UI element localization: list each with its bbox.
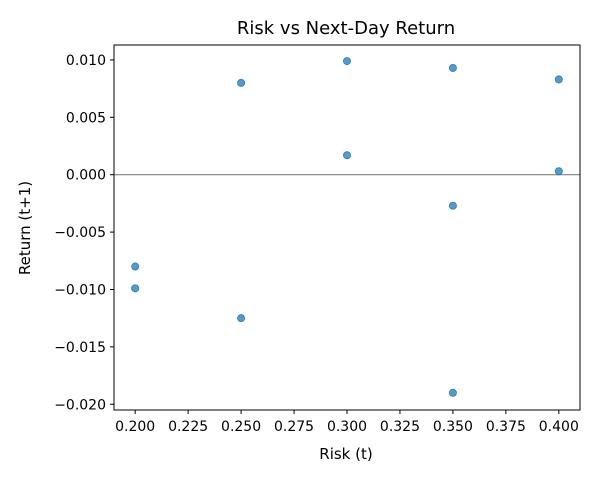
y-tick-label: 0.005 [66, 110, 106, 126]
data-point-3 [237, 78, 246, 87]
data-point-4 [237, 314, 246, 323]
y-tick-label: −0.015 [54, 340, 106, 356]
x-axis-label: Risk (t) [319, 445, 372, 463]
y-tick-label: −0.005 [54, 225, 106, 241]
x-tick-label: 0.225 [168, 419, 208, 435]
data-point-11 [554, 167, 563, 176]
y-axis-label: Return (t+1) [16, 181, 34, 275]
y-tick-label: −0.010 [54, 282, 106, 298]
data-point-5 [342, 57, 351, 66]
x-tick-label: 0.200 [115, 419, 155, 435]
data-point-1 [131, 262, 140, 271]
y-tick-label: 0.000 [66, 168, 106, 184]
data-point-10 [554, 75, 563, 84]
y-tick-label: −0.020 [54, 397, 106, 413]
data-point-8 [448, 201, 457, 210]
x-tick-label: 0.300 [327, 419, 367, 435]
plot-frame [113, 44, 581, 411]
y-tick-label: 0.010 [66, 53, 106, 69]
x-tick-label: 0.250 [221, 419, 261, 435]
chart-title: Risk vs Next-Day Return [237, 18, 455, 39]
data-point-2 [131, 284, 140, 293]
data-point-6 [342, 151, 351, 160]
x-tick-label: 0.275 [274, 419, 314, 435]
data-point-7 [448, 63, 457, 72]
x-tick-label: 0.400 [539, 419, 579, 435]
x-tick-label: 0.325 [380, 419, 420, 435]
data-point-9 [448, 388, 457, 397]
x-tick-label: 0.350 [433, 419, 473, 435]
x-tick-label: 0.375 [486, 419, 526, 435]
plot-area: 0.200 0.225 0.250 0.275 0.300 0.325 0.350 0.375… [54, 44, 581, 435]
